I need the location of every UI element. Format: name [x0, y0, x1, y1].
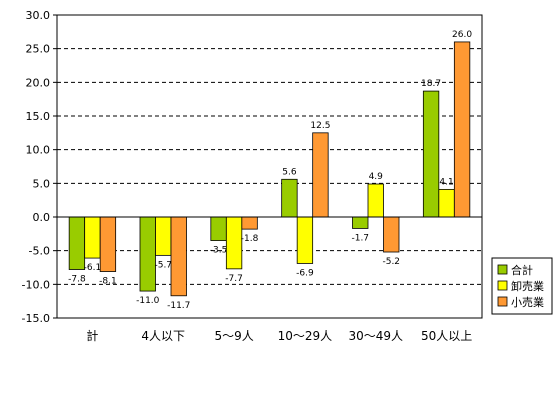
x-tick-label: 50人以上 [421, 329, 472, 343]
y-tick-label: 20.0 [26, 76, 51, 89]
bar [225, 216, 243, 270]
data-label: -1.8 [241, 234, 259, 244]
bar [170, 216, 187, 297]
y-tick-label: 0.0 [33, 211, 51, 224]
legend-label: 合計 [511, 263, 533, 277]
bar [352, 216, 369, 229]
bar [422, 90, 440, 218]
bar [281, 178, 298, 218]
bar [367, 183, 384, 218]
y-tick-label: -15.0 [22, 312, 50, 325]
x-tick-label: 計 [86, 328, 98, 343]
data-label: 26.0 [452, 30, 472, 40]
plot-area [56, 14, 483, 319]
bar [312, 132, 329, 218]
data-label: 12.5 [310, 121, 330, 131]
x-tick-label: 4人以下 [141, 329, 185, 343]
bar [99, 216, 117, 272]
data-label: 4.1 [439, 177, 453, 187]
bar [383, 216, 400, 253]
y-tick-label: 30.0 [26, 9, 51, 22]
legend-swatch [497, 264, 508, 275]
bar [68, 216, 86, 270]
bar [438, 188, 455, 218]
x-tick-label: 5～9人 [214, 329, 253, 343]
data-label: -1.7 [351, 233, 369, 243]
legend-label: 卸売業 [511, 279, 544, 293]
legend-swatch [497, 280, 508, 291]
y-tick-label: -10.0 [22, 278, 50, 291]
bar [210, 216, 227, 241]
data-label: 18.7 [421, 79, 441, 89]
y-tick-label: 10.0 [26, 144, 51, 157]
labels-layer: -7.8 -6.1 -8.1 -11.0 -5.7 -11.7 -3.5 -7.7 -1.8 5.… [68, 30, 472, 311]
y-tick-label: -5.0 [29, 245, 50, 258]
bar [453, 41, 471, 218]
data-label: -7.7 [225, 274, 243, 284]
data-label: -5.2 [382, 257, 400, 267]
bar [155, 216, 172, 256]
y-tick-label: 25.0 [26, 43, 51, 56]
data-label: 5.6 [282, 167, 297, 177]
data-label: -8.1 [99, 277, 117, 287]
data-label: -11.7 [167, 301, 190, 311]
data-label: -3.5 [210, 246, 228, 256]
axis-layer: 30.0 25.0 20.0 15.0 10.0 5.0 0.0 -5.0 -10.0 -15.0… [22, 9, 473, 343]
data-label: -11.0 [136, 296, 160, 306]
y-tick-label: 5.0 [33, 177, 51, 190]
legend-swatch [497, 296, 508, 307]
x-tick-label: 30～49人 [348, 329, 403, 343]
bar [139, 216, 156, 292]
legend-label: 小売業 [511, 296, 544, 309]
grid-layer [56, 14, 483, 319]
data-label: 4.9 [369, 172, 384, 182]
bar [84, 216, 101, 259]
bar [296, 216, 314, 264]
data-label: -7.8 [68, 275, 86, 285]
bars-layer [68, 41, 471, 297]
x-tick-label: 10～29人 [278, 329, 333, 343]
data-label: -5.7 [154, 260, 172, 270]
bar [241, 216, 258, 230]
y-tick-label: 15.0 [26, 110, 51, 123]
data-label: -6.1 [84, 263, 102, 273]
data-label: -6.9 [296, 268, 314, 278]
